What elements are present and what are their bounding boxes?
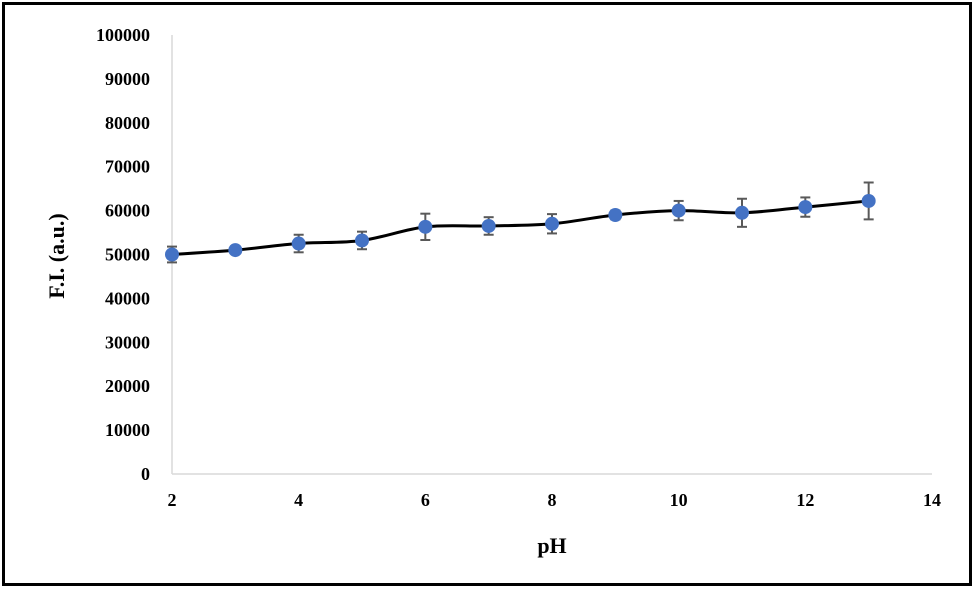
x-tick-label: 4 — [294, 490, 303, 510]
data-markers — [165, 193, 876, 262]
y-tick-label: 100000 — [96, 25, 150, 45]
y-tick-label: 60000 — [105, 201, 150, 221]
y-tick-label: 50000 — [105, 245, 150, 265]
data-point — [291, 236, 306, 251]
y-tick-label: 20000 — [105, 376, 150, 396]
data-point — [418, 219, 433, 234]
x-axis-title: pH — [537, 533, 566, 558]
y-axis-title: F.I. (a.u.) — [44, 213, 69, 298]
y-tick-label: 10000 — [105, 420, 150, 440]
x-tick-label: 6 — [421, 490, 430, 510]
data-point — [735, 205, 749, 220]
error-bars — [167, 181, 874, 264]
data-point — [355, 233, 369, 248]
data-point — [798, 200, 813, 215]
data-point — [671, 203, 686, 218]
x-tick-label: 2 — [168, 490, 177, 510]
x-tick-label: 14 — [923, 490, 941, 510]
chart-frame — [2, 2, 972, 586]
y-tick-label: 40000 — [105, 288, 150, 308]
data-point — [608, 207, 623, 222]
y-tick-label: 90000 — [105, 69, 150, 89]
y-tick-labels: 0 10000 20000 30000 40000 50000 60000 70000 8000… — [96, 25, 150, 484]
data-point — [165, 247, 179, 262]
data-point — [545, 216, 559, 231]
data-point — [481, 218, 496, 233]
x-tick-labels: 2 4 6 8 10 12 14 — [168, 490, 942, 510]
x-tick-label: 10 — [670, 490, 688, 510]
data-point — [861, 193, 876, 208]
y-tick-label: 0 — [141, 464, 150, 484]
y-tick-label: 80000 — [105, 113, 150, 133]
y-tick-label: 30000 — [105, 332, 150, 352]
y-tick-label: 70000 — [105, 157, 150, 177]
x-tick-label: 8 — [548, 490, 557, 510]
x-tick-label: 12 — [796, 490, 814, 510]
series-line — [171, 199, 869, 256]
data-point — [228, 243, 243, 258]
axes — [171, 35, 932, 475]
